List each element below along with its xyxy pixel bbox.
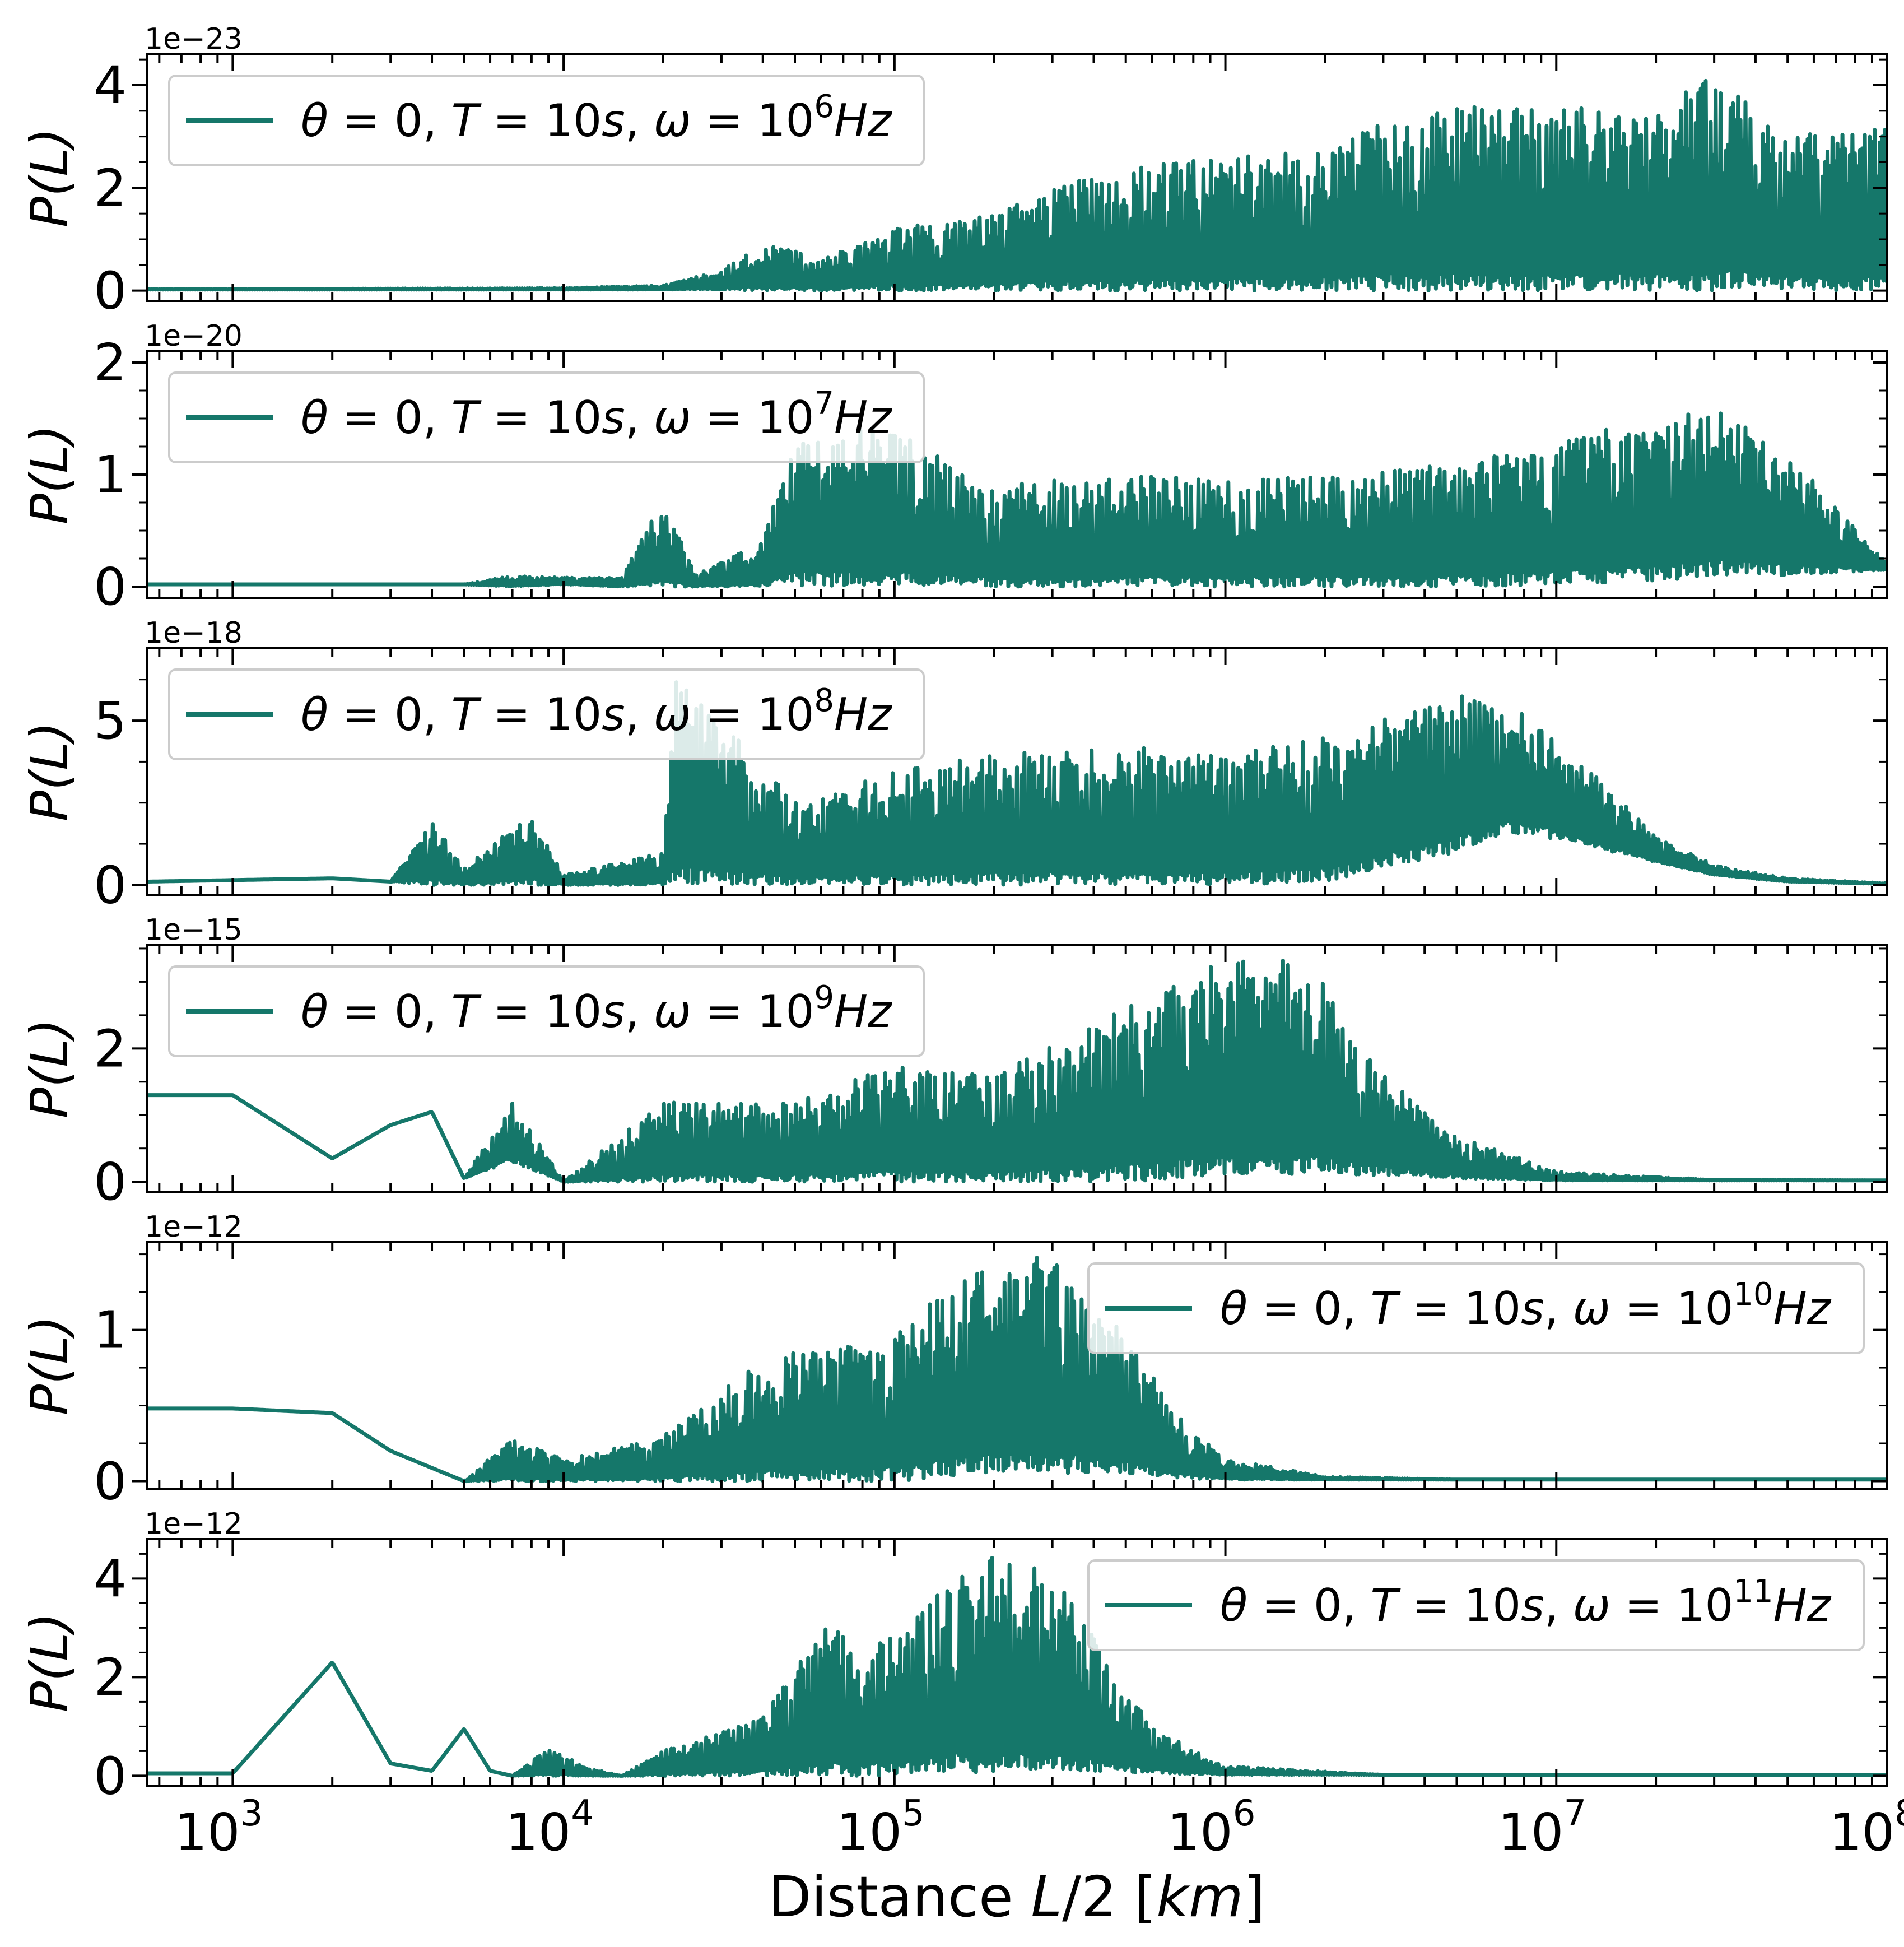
y-tick-label: 2 (94, 158, 127, 218)
axes-frame (146, 1241, 1888, 1490)
legend-omega-exponent: 6 (814, 89, 834, 125)
legend-omega-exponent: 8 (814, 682, 834, 719)
y-tick-label: 0 (94, 1152, 127, 1212)
x-tick-label: 108 (1829, 1793, 1904, 1862)
legend-box (168, 668, 925, 760)
axes-frame (146, 1538, 1888, 1787)
axes-frame (146, 944, 1888, 1193)
panel-1: 0 2 4 1e−23 P(L) θ = 0, T = 10s, ω = 106Hz (20, 22, 1888, 321)
y-tick-label: 1 (94, 1300, 127, 1360)
legend-label: θ = 0, T = 10s, ω = 106Hz (301, 89, 892, 147)
panel-2: 0 1 2 1e−20 P(L) θ = 0, T = 10s, ω = 107Hz (20, 319, 1888, 617)
series-line (147, 411, 1887, 589)
series-line (147, 78, 1887, 293)
y-axis-label: P(L) (20, 1019, 80, 1119)
y-tick-label: 0 (94, 557, 127, 617)
y-tick-label: 0 (94, 855, 127, 915)
series-line (147, 1556, 1887, 1778)
y-axis-label: P(L) (20, 1316, 80, 1416)
legend-label: θ = 0, T = 10s, ω = 1010Hz (1220, 1276, 1832, 1335)
y-tick-label: 2 (94, 333, 127, 393)
panel-4: 0 2 1e−15 P(L) θ = 0, T = 10s, ω = 109Hz (20, 913, 1888, 1212)
y-axis-label: P(L) (20, 1613, 80, 1713)
y-axis-label: P(L) (20, 722, 80, 822)
series-line (147, 680, 1887, 887)
legend-label: θ = 0, T = 10s, ω = 107Hz (301, 385, 892, 444)
y-tick-label: 5 (94, 691, 127, 751)
y-tick-label: 4 (94, 1549, 127, 1609)
y-offset-label: 1e−20 (145, 319, 243, 353)
series-line (147, 958, 1887, 1184)
legend-label: θ = 0, T = 10s, ω = 108Hz (301, 682, 892, 741)
legend-omega-exponent: 10 (1733, 1276, 1773, 1313)
y-tick-label: 0 (94, 1746, 127, 1806)
y-offset-label: 1e−18 (145, 616, 243, 650)
legend-label: θ = 0, T = 10s, ω = 109Hz (301, 979, 892, 1038)
y-offset-label: 1e−15 (145, 913, 243, 947)
y-offset-label: 1e−12 (145, 1210, 243, 1244)
panel-6: 0 2 4 1e−12 P(L) θ = 0, T = 10s, ω = 1011Hz (20, 1507, 1888, 1806)
legend-omega-exponent: 11 (1733, 1573, 1773, 1610)
legend-box (168, 371, 925, 463)
legend-label: θ = 0, T = 10s, ω = 1011Hz (1220, 1573, 1832, 1632)
legend-box (168, 965, 925, 1057)
y-offset-label: 1e−12 (145, 1507, 243, 1541)
legend-box (1087, 1262, 1865, 1354)
axes-frame (146, 647, 1888, 896)
y-tick-label: 2 (94, 1019, 127, 1079)
y-tick-label: 1 (94, 445, 127, 505)
panel-5: 0 1 1e−12 P(L) θ = 0, T = 10s, ω = 1010Hz (20, 1210, 1888, 1512)
panel-3: 0 5 1e−18 P(L) θ = 0, T = 10s, ω = 108Hz (20, 616, 1888, 915)
legend-omega-exponent: 7 (814, 385, 834, 422)
y-axis-label: P(L) (20, 425, 80, 525)
series-line (147, 1256, 1887, 1483)
y-tick-label: 2 (94, 1647, 127, 1707)
y-tick-label: 0 (94, 1452, 127, 1512)
x-tick-label: 104 (505, 1793, 594, 1862)
y-offset-label: 1e−23 (145, 22, 243, 56)
y-tick-label: 0 (94, 261, 127, 321)
x-tick-label: 106 (1167, 1793, 1256, 1862)
y-axis-label: P(L) (20, 128, 80, 228)
legend-box (168, 75, 925, 166)
axes-frame (146, 53, 1888, 302)
legend-box (1087, 1559, 1865, 1651)
x-tick-label: 103 (174, 1793, 263, 1862)
x-tick-label: 105 (836, 1793, 925, 1862)
legend-omega-exponent: 9 (814, 979, 834, 1016)
x-tick-label: 107 (1498, 1793, 1586, 1862)
x-axis-label: Distance L/2 [km] (768, 1864, 1265, 1930)
y-tick-label: 4 (94, 55, 127, 115)
